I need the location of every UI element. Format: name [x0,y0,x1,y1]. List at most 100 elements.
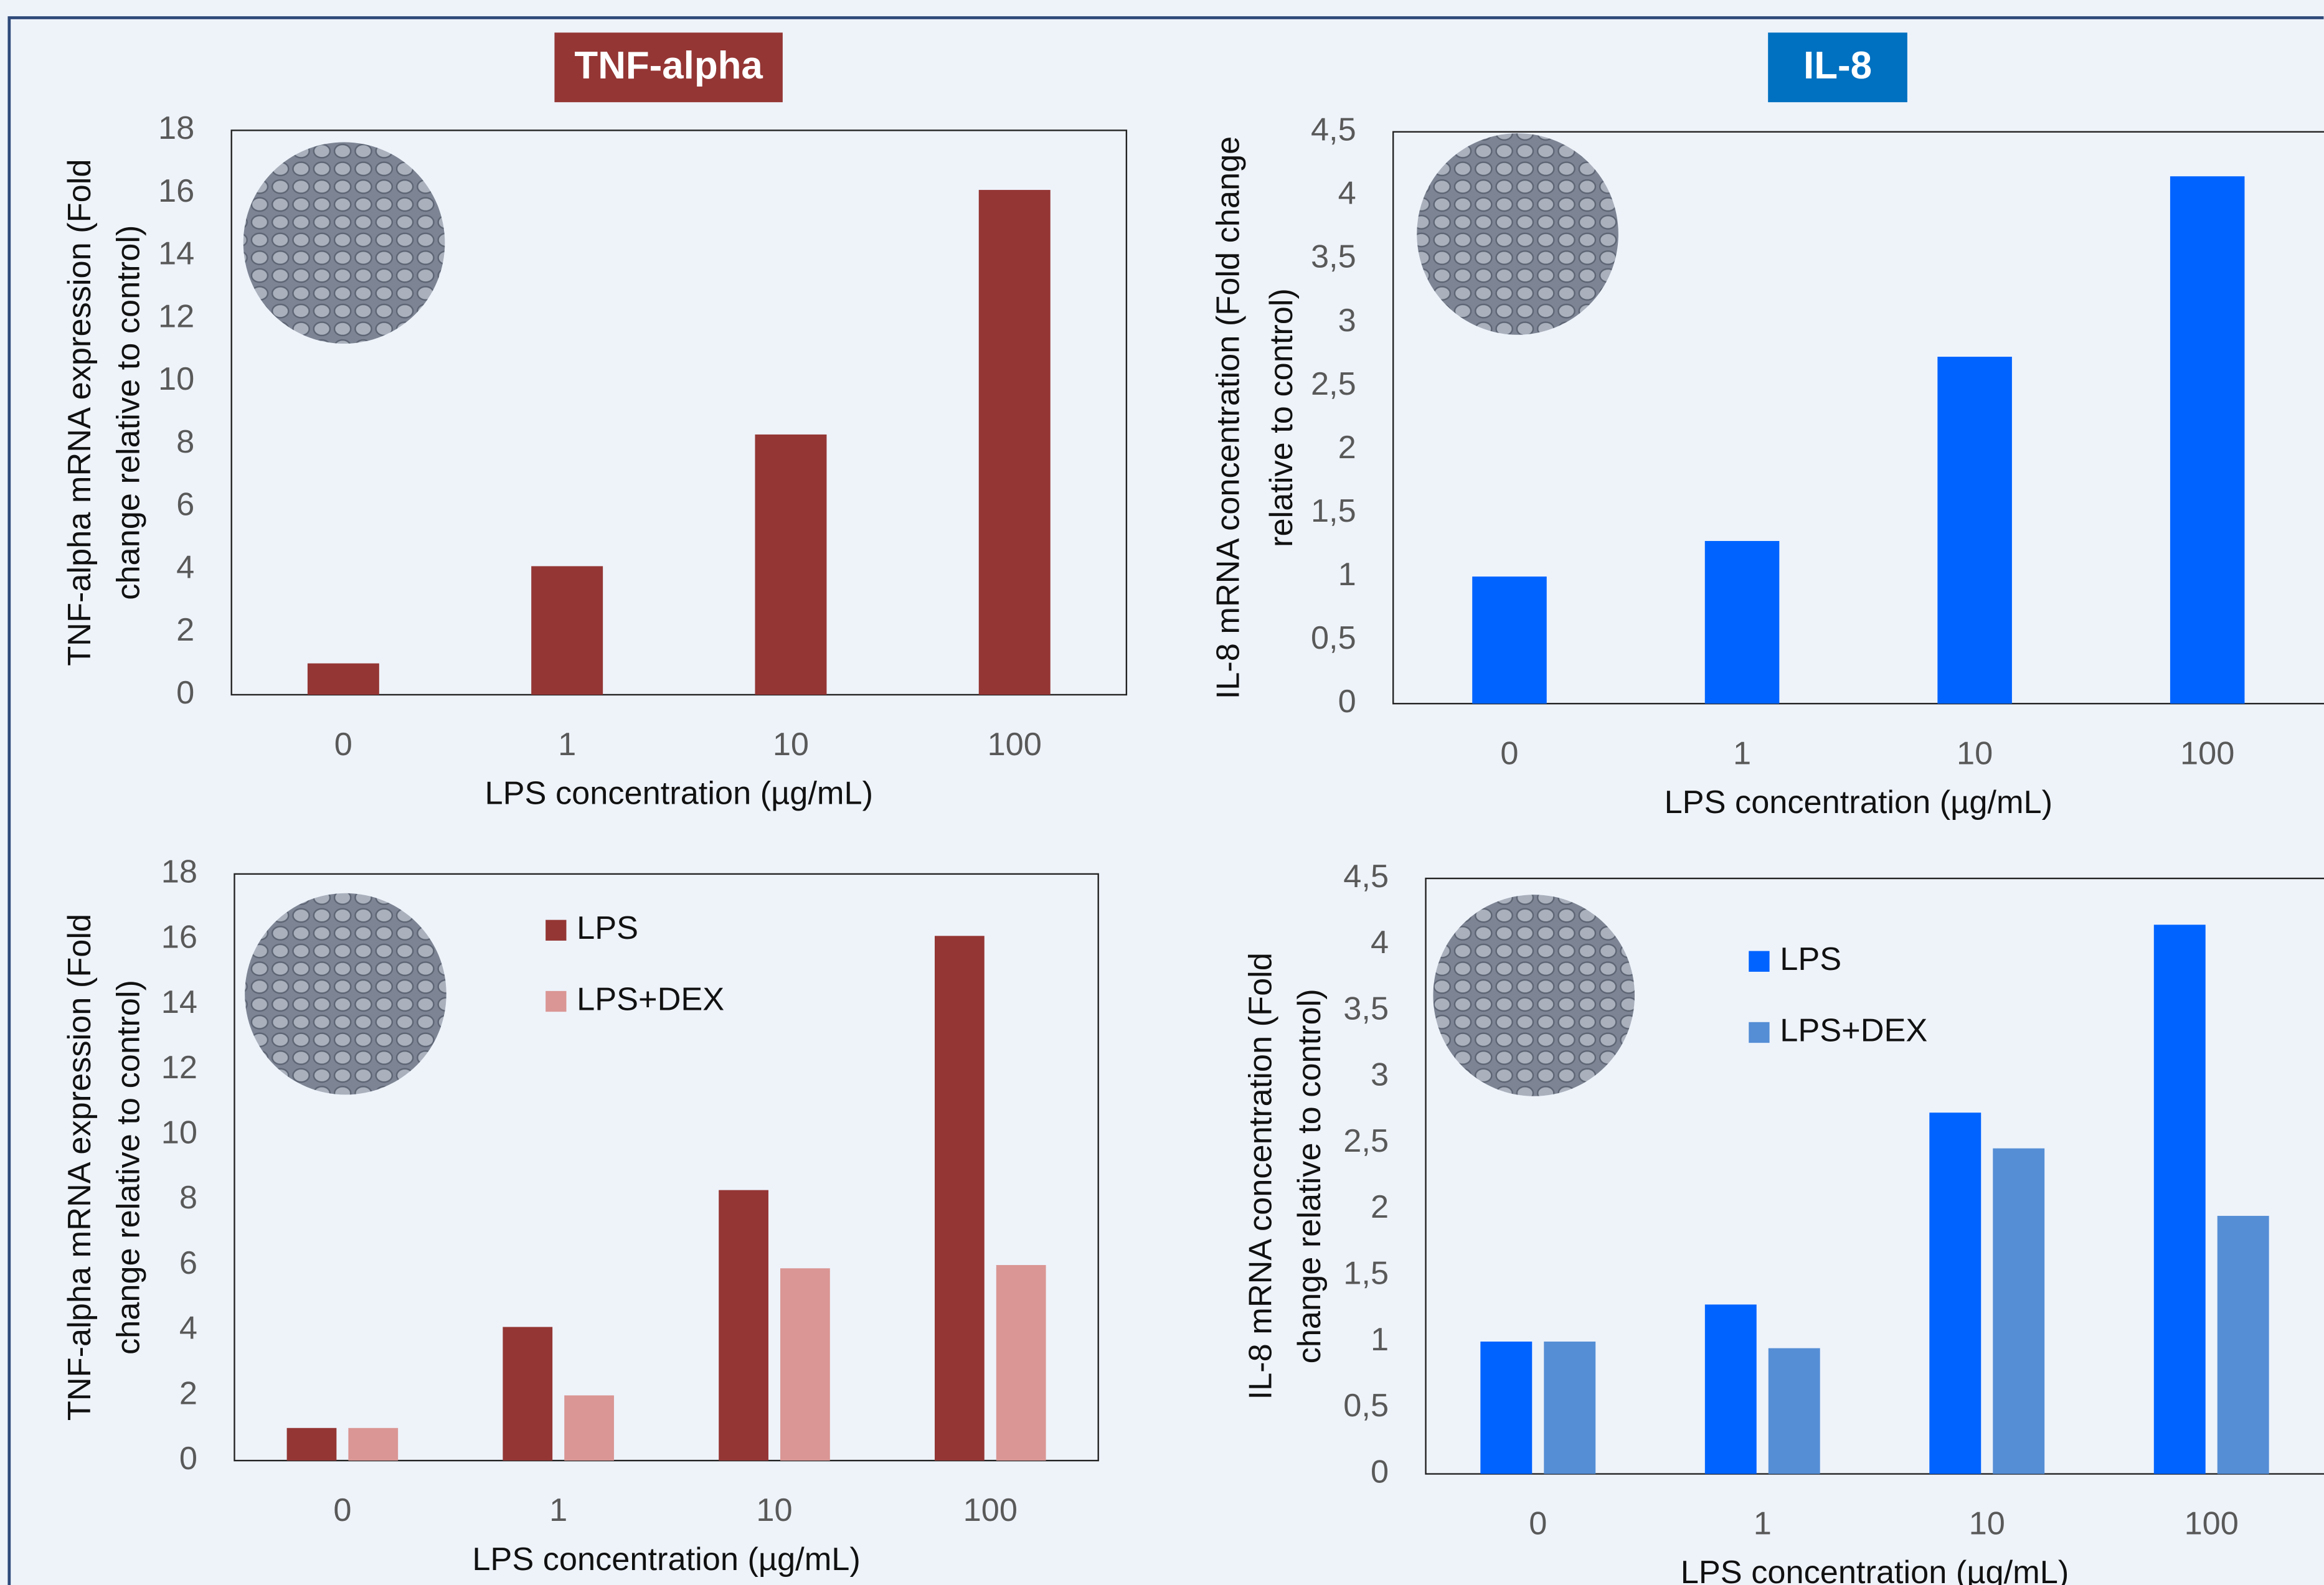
y-tick-label: 0 [1371,1454,1389,1490]
y-tick-label: 2 [176,612,194,648]
y-tick-label: 0 [179,1441,197,1477]
y-tick-label: 0,5 [1311,620,1356,656]
bar [2218,1216,2269,1474]
y-axis-title: IL-8 mRNA concentration (Fold [1243,952,1279,1399]
x-axis-title: LPS concentration (µg/mL) [1665,784,2052,821]
x-tick-label: 0 [1529,1506,1547,1542]
bar [1544,1342,1595,1474]
y-axis-title: IL-8 mRNA concentration (Fold change [1210,136,1246,700]
bar [755,435,826,695]
y-tick-label: 16 [158,173,194,209]
bar [1705,541,1780,703]
column-title: IL-8 [1803,44,1872,87]
bar [2154,924,2206,1474]
cell-image [1417,133,1618,335]
bar [1472,576,1547,703]
y-tick-label: 3,5 [1343,990,1389,1027]
y-tick-label: 2 [1338,430,1356,466]
y-axis-title: change relative to control) [1292,989,1328,1363]
y-tick-label: 0 [1338,684,1356,720]
y-axis-title: TNF-alpha mRNA expression (Fold [62,914,98,1421]
y-tick-label: 0,5 [1343,1388,1389,1424]
y-tick-label: 2,5 [1343,1123,1389,1159]
x-tick-label: 1 [549,1492,567,1528]
y-tick-label: 0 [176,675,194,711]
bar [287,1428,337,1460]
y-tick-label: 18 [158,110,194,146]
legend-label: LPS [577,910,638,946]
y-tick-label: 1 [1338,557,1356,593]
y-tick-label: 4,5 [1343,858,1389,895]
y-axis-title: relative to control) [1264,288,1300,547]
y-tick-label: 14 [158,236,194,272]
y-tick-label: 14 [161,984,197,1020]
x-tick-label: 10 [1969,1506,2005,1542]
y-tick-label: 3 [1371,1057,1389,1093]
x-tick-label: 0 [334,727,352,763]
y-tick-label: 12 [161,1050,197,1086]
x-axis-title: LPS concentration (µg/mL) [1681,1554,2069,1585]
y-tick-label: 2 [1371,1189,1389,1225]
cell-image [243,142,445,344]
x-tick-label: 0 [333,1492,351,1528]
y-tick-label: 4 [179,1310,197,1347]
x-tick-label: 1 [558,727,576,763]
bar [1705,1304,1757,1474]
bar [348,1428,398,1460]
x-tick-label: 100 [2185,1506,2239,1542]
x-tick-label: 100 [2180,735,2234,771]
bar [1769,1348,1820,1474]
legend-swatch [546,920,566,941]
y-tick-label: 4,5 [1311,112,1356,148]
cell-image [1433,895,1635,1096]
x-tick-label: 1 [1733,735,1751,771]
y-tick-label: 4 [1371,924,1389,961]
bar [1480,1342,1532,1474]
bar [564,1395,614,1460]
bar [719,1190,768,1460]
y-tick-label: 3 [1338,303,1356,339]
x-tick-label: 10 [756,1492,792,1528]
y-tick-label: 4 [1338,176,1356,212]
bar [2170,176,2245,703]
legend-label: LPS+DEX [1780,1012,1927,1048]
y-tick-label: 12 [158,298,194,334]
column-title: TNF-alpha [574,44,763,87]
y-tick-label: 1,5 [1343,1256,1389,1292]
y-tick-label: 8 [176,424,194,460]
y-tick-label: 1,5 [1311,493,1356,529]
legend-swatch [1749,951,1769,972]
page: {"column_titles": ["TNF-alpha", "IL-8"],… [0,0,2324,1585]
bar [1929,1112,1981,1474]
y-axis-title: TNF-alpha mRNA expression (Fold [62,159,98,666]
y-tick-label: 2,5 [1311,366,1356,402]
bar [308,664,379,695]
x-axis-title: LPS concentration (µg/mL) [485,776,874,812]
bar [503,1327,552,1461]
bar [1937,357,2012,703]
y-tick-label: 6 [179,1245,197,1281]
x-axis-title: LPS concentration (µg/mL) [472,1541,861,1578]
y-tick-label: 2 [179,1375,197,1411]
y-axis-title: change relative to control) [111,980,147,1355]
bar [996,1265,1046,1460]
x-tick-label: 0 [1500,735,1518,771]
y-tick-label: 1 [1371,1322,1389,1358]
cell-image [245,893,446,1095]
legend-swatch [546,991,566,1012]
y-tick-label: 10 [161,1114,197,1150]
bar [1993,1149,2044,1474]
bar [531,566,603,694]
figure: TNF-alpha IL-8 024681012141618TNF-alpha … [0,0,2324,1585]
bar [780,1268,830,1460]
y-tick-label: 6 [176,487,194,523]
x-tick-label: 100 [963,1492,1018,1528]
y-tick-label: 3,5 [1311,239,1356,275]
legend-label: LPS [1780,941,1841,977]
legend-swatch [1749,1022,1769,1043]
y-tick-label: 16 [161,919,197,955]
y-tick-label: 8 [179,1180,197,1216]
x-tick-label: 10 [1957,735,1993,771]
y-axis-title: change relative to control) [111,225,147,600]
x-tick-label: 100 [988,727,1042,763]
